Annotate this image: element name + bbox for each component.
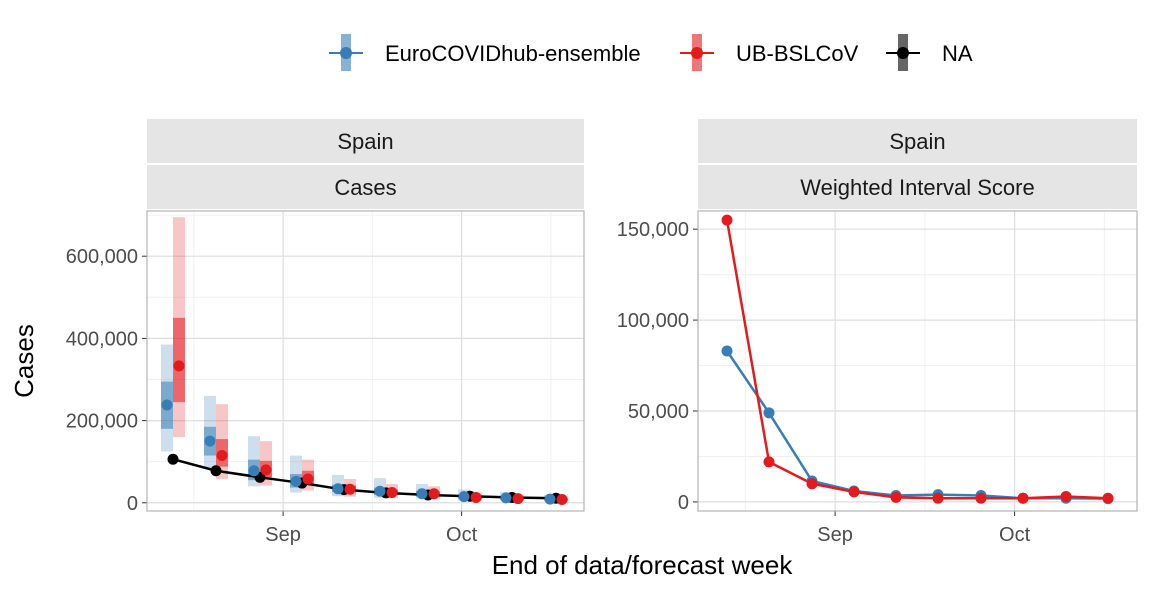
y-tick-label: 200,000 [66, 411, 138, 433]
plot-area [698, 211, 1137, 511]
y-tick-label: 600,000 [66, 246, 138, 268]
data-point-ub-bslcov [721, 214, 733, 226]
y-tick-label: 0 [127, 493, 138, 515]
x-tick-label: Oct [999, 524, 1031, 546]
data-point-median-ub-bslcov [428, 488, 440, 500]
legend-label-eurocovidhub-ensemble: EuroCOVIDhub-ensemble [385, 41, 641, 66]
data-point-ub-bslcov [1060, 490, 1072, 502]
strip-bottom-bg [698, 165, 1137, 209]
x-tick-label: Sep [265, 524, 301, 546]
data-point-ub-bslcov [890, 491, 902, 503]
strip-label-bottom: Weighted Interval Score [800, 175, 1034, 200]
strip-top-bg [147, 119, 584, 163]
x-axis-title: End of data/forecast week [492, 550, 794, 580]
strip-label-top: Spain [337, 129, 393, 154]
y-tick-label: 400,000 [66, 328, 138, 350]
data-point-ub-bslcov [975, 492, 987, 504]
data-point-observed [167, 453, 179, 465]
panel-weighted-interval-score: Spain Weighted Interval Score 0 50,000 100,0… [617, 119, 1138, 546]
legend-label-ub-bslcov: UB-BSLCoV [736, 41, 859, 66]
x-tick-label: Sep [817, 524, 853, 546]
data-point-ub-bslcov [763, 456, 775, 468]
data-marks [721, 214, 1114, 505]
y-tick-label: 150,000 [617, 219, 689, 241]
data-point-median-eurocovidhub-ensemble [161, 399, 173, 411]
data-point-ub-bslcov [1102, 492, 1114, 504]
data-point-median-ub-bslcov [260, 464, 272, 476]
data-point-median-eurocovidhub-ensemble [290, 475, 302, 487]
legend-label-na: NA [942, 41, 973, 66]
data-point-ub-bslcov [1017, 492, 1029, 504]
data-point-observed [210, 465, 222, 477]
data-point-median-ub-bslcov [470, 491, 482, 503]
panel-border [697, 210, 1138, 512]
data-point-ub-bslcov [806, 478, 818, 490]
data-point-median-ub-bslcov [344, 483, 356, 495]
series-line-ub-bslcov [725, 219, 1109, 500]
series-line-observed [172, 458, 557, 500]
data-point-median-eurocovidhub-ensemble [416, 488, 428, 500]
data-point-median-ub-bslcov [302, 473, 314, 485]
interval-50-ub-bslcov [173, 317, 185, 403]
legend-key-point-eurocovidhub-ensemble [340, 47, 352, 59]
data-point-median-ub-bslcov [512, 493, 524, 505]
data-point-median-eurocovidhub-ensemble [248, 465, 260, 477]
strip-label-top: Spain [889, 129, 945, 154]
legend-key-point-na [897, 47, 909, 59]
data-point-eurocovidhub-ensemble [721, 345, 733, 357]
y-tick-label: 0 [678, 492, 689, 514]
y-tick-label: 100,000 [617, 310, 689, 332]
y-axis-title: Cases [9, 324, 39, 398]
data-point-median-eurocovidhub-ensemble [458, 491, 470, 503]
legend: EuroCOVIDhub-ensemble UB-BSLCoV NA [329, 34, 973, 71]
data-point-median-ub-bslcov [173, 360, 185, 372]
data-marks [161, 217, 568, 505]
legend-key-point-ub-bslcov [691, 47, 703, 59]
x-tick-label: Oct [446, 524, 478, 546]
data-point-median-eurocovidhub-ensemble [544, 493, 556, 505]
data-point-median-ub-bslcov [216, 450, 228, 462]
strip-top-bg [698, 119, 1137, 163]
panel-cases: Spain Cases 0 200,000 400,000 600,000 Sep Oct Ca… [9, 119, 585, 546]
y-tick-label: 50,000 [628, 401, 689, 423]
strip-label-bottom: Cases [334, 175, 396, 200]
panel-border [146, 210, 585, 512]
data-point-median-ub-bslcov [386, 487, 398, 499]
data-point-ub-bslcov [848, 486, 860, 498]
data-point-median-eurocovidhub-ensemble [204, 435, 216, 447]
data-point-median-eurocovidhub-ensemble [332, 483, 344, 495]
data-point-median-eurocovidhub-ensemble [500, 492, 512, 504]
data-point-median-eurocovidhub-ensemble [374, 485, 386, 497]
strip-bottom-bg [147, 165, 584, 209]
data-point-ub-bslcov [932, 492, 944, 504]
data-point-eurocovidhub-ensemble [763, 407, 775, 419]
data-point-median-ub-bslcov [556, 493, 568, 505]
